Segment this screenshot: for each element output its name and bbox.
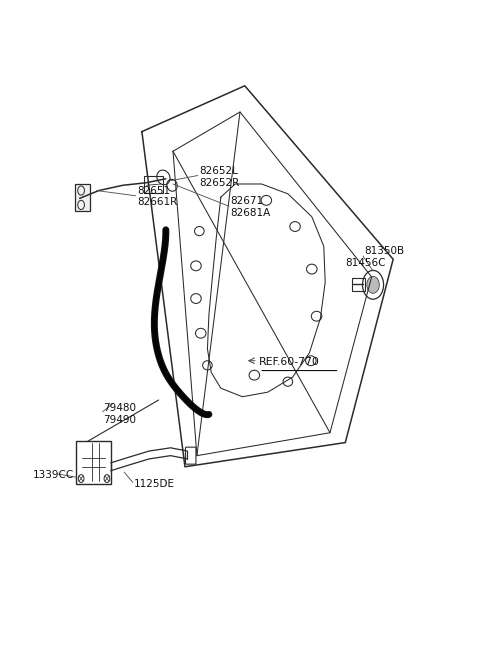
Text: REF.60-770: REF.60-770 <box>259 357 320 367</box>
Text: 82651: 82651 <box>137 186 170 195</box>
Text: 82652L: 82652L <box>199 166 238 176</box>
Text: 82681A: 82681A <box>230 208 271 218</box>
FancyBboxPatch shape <box>144 176 163 193</box>
Text: 81350B: 81350B <box>364 246 405 256</box>
Text: 82661R: 82661R <box>137 197 177 207</box>
FancyBboxPatch shape <box>76 441 111 483</box>
Text: 79490: 79490 <box>104 415 137 424</box>
Circle shape <box>367 276 379 293</box>
FancyBboxPatch shape <box>351 278 365 291</box>
Text: 79480: 79480 <box>104 403 137 413</box>
Text: 82671: 82671 <box>230 196 264 206</box>
FancyBboxPatch shape <box>185 447 196 464</box>
Text: 82652R: 82652R <box>199 178 240 188</box>
Text: 81456C: 81456C <box>345 258 386 268</box>
Text: 1339CC: 1339CC <box>33 470 74 480</box>
Text: 1125DE: 1125DE <box>134 479 175 489</box>
FancyBboxPatch shape <box>75 184 90 211</box>
